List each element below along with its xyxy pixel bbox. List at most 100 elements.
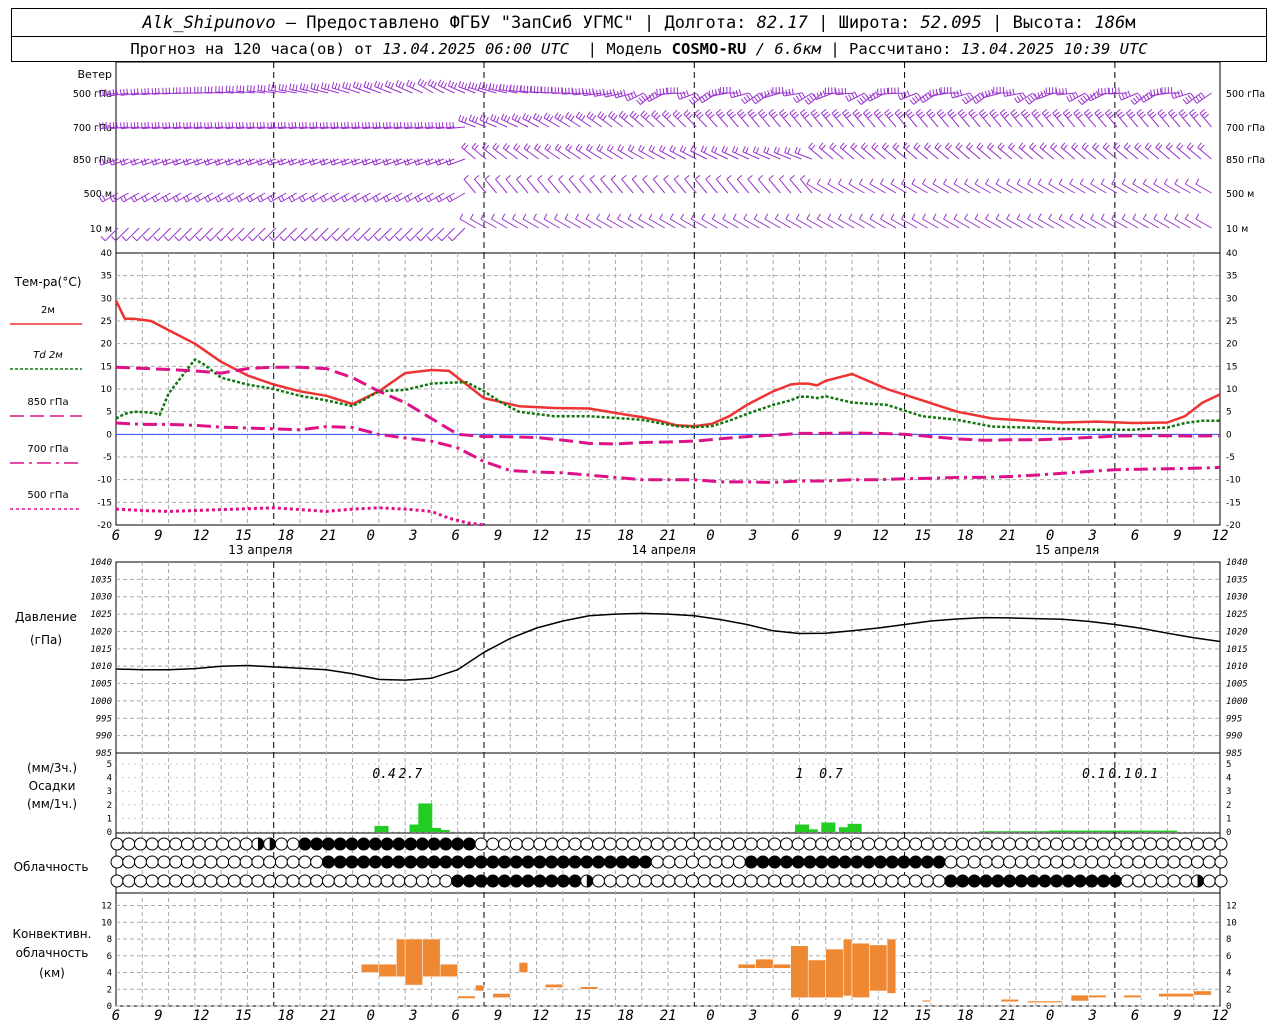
cloud-symbol bbox=[697, 837, 711, 851]
cloud-symbol bbox=[568, 874, 582, 888]
precip-bar bbox=[1031, 831, 1046, 832]
wind-barb-feather bbox=[174, 236, 180, 242]
wind-barb-feather bbox=[424, 159, 428, 166]
wind-barb-feather bbox=[1197, 142, 1202, 148]
wind-barb-feather bbox=[354, 194, 358, 201]
wind-barb-shaft bbox=[1111, 183, 1128, 194]
wind-barb-feather bbox=[884, 144, 889, 150]
cloud-symbol bbox=[721, 855, 735, 869]
wind-barb-feather bbox=[433, 82, 437, 88]
wind-barb-feather bbox=[172, 122, 175, 129]
wind-barb-feather bbox=[676, 93, 680, 100]
wind-barb-feather bbox=[246, 196, 251, 203]
wind-barb-feather bbox=[298, 122, 301, 129]
precip-bar bbox=[1110, 830, 1125, 832]
pressure-axis-tick-right: 985 bbox=[1226, 749, 1242, 759]
wind-barb-feather bbox=[509, 84, 512, 91]
time-tick-label: 0 bbox=[706, 1008, 714, 1024]
wind-barb-feather bbox=[1054, 111, 1060, 117]
wind-barb-shaft bbox=[672, 113, 687, 128]
wind-barb-shaft bbox=[762, 92, 781, 99]
wind-barb-feather bbox=[151, 196, 156, 203]
wind-barb-feather bbox=[535, 114, 540, 121]
wind-barb-feather bbox=[662, 88, 665, 95]
wind-barb-feather bbox=[844, 111, 850, 117]
wind-barb-shaft bbox=[757, 112, 771, 128]
wind-barb-feather bbox=[147, 88, 150, 95]
wind-barb-feather bbox=[153, 236, 159, 242]
time-tick-label: 18 bbox=[957, 528, 974, 544]
cloud-symbol bbox=[744, 837, 758, 851]
wind-barb-feather bbox=[205, 236, 211, 242]
precip-axis-tick: 4 bbox=[107, 774, 112, 784]
cloud-symbol bbox=[991, 837, 1005, 851]
wind-barb-shaft bbox=[300, 88, 318, 94]
conv-cloud-bar bbox=[737, 963, 756, 969]
wind-barb-feather bbox=[122, 194, 127, 201]
wind-barb-feather bbox=[1058, 213, 1063, 220]
time-tick-label: 15 bbox=[575, 1008, 592, 1024]
wind-barb-feather bbox=[522, 113, 526, 119]
wind-barb-feather bbox=[1079, 178, 1084, 185]
wind-barb-shaft bbox=[231, 227, 245, 242]
wind-barb-feather bbox=[731, 145, 736, 152]
wind-barb-feather bbox=[1016, 95, 1021, 102]
wind-barb-feather bbox=[902, 142, 908, 148]
wind-barb-shaft bbox=[1136, 112, 1149, 128]
wind-barb-shaft bbox=[652, 178, 666, 194]
wind-barb-feather bbox=[511, 113, 516, 120]
wind-barb-feather bbox=[621, 112, 626, 119]
wind-barb-feather bbox=[589, 174, 596, 180]
cloud-symbol bbox=[1120, 874, 1134, 888]
wind-barb-feather bbox=[1130, 99, 1135, 105]
precip-amount-label: 0.1 bbox=[1082, 767, 1105, 782]
wind-barb-feather bbox=[557, 113, 562, 120]
wind-barb-feather bbox=[682, 146, 687, 153]
time-tick-label: 21 bbox=[660, 1008, 677, 1024]
wind-barb-feather bbox=[620, 90, 623, 97]
wind-barb-feather bbox=[141, 88, 143, 95]
temp-axis-tick: 0 bbox=[106, 430, 112, 440]
wind-barb-feather bbox=[195, 236, 201, 242]
time-tick-label: 18 bbox=[957, 1008, 974, 1024]
wind-barb-feather bbox=[310, 236, 316, 242]
wind-barb-feather bbox=[492, 83, 495, 90]
cloud-symbol bbox=[357, 855, 371, 869]
precip-unit-1h: (мм/1ч.) bbox=[27, 797, 77, 811]
cloud-symbol bbox=[1132, 874, 1146, 888]
wind-barb-feather bbox=[1201, 111, 1207, 117]
wind-barb-shaft bbox=[512, 218, 529, 229]
wind-barb-feather bbox=[951, 113, 957, 119]
wind-barb-feather bbox=[478, 82, 482, 89]
wind-barb-feather bbox=[835, 113, 841, 119]
cloud-symbol bbox=[556, 837, 570, 851]
wind-barb-feather bbox=[947, 144, 953, 150]
wind-barb-feather bbox=[632, 112, 637, 118]
wind-barb-shaft bbox=[522, 218, 539, 229]
cloud-symbol bbox=[967, 855, 981, 869]
cloud-symbol bbox=[639, 855, 653, 869]
wind-barb-feather bbox=[578, 113, 583, 120]
wind-barb-feather bbox=[354, 122, 357, 129]
cloud-title: Облачность bbox=[14, 860, 89, 874]
conv-axis-tick-right: 2 bbox=[1226, 985, 1231, 995]
cloud-symbol bbox=[216, 874, 230, 888]
cloud-symbol bbox=[838, 837, 852, 851]
wind-barb-feather bbox=[401, 82, 405, 89]
wind-barb-feather bbox=[789, 174, 795, 180]
wind-barb-shaft bbox=[1157, 112, 1170, 128]
wind-barb-feather bbox=[985, 178, 990, 185]
wind-barb-shaft bbox=[247, 126, 266, 130]
wind-barb-feather bbox=[1065, 87, 1068, 94]
wind-barb-feather bbox=[789, 108, 795, 114]
wind-barb-feather bbox=[1021, 144, 1026, 150]
wind-barb-feather bbox=[909, 113, 915, 119]
cloud-symbol bbox=[838, 874, 852, 888]
wind-barb-feather bbox=[461, 82, 465, 89]
cloud-symbol bbox=[1026, 874, 1040, 888]
wind-barb-feather bbox=[468, 81, 472, 88]
wind-barb-feather bbox=[928, 111, 934, 117]
wind-barb-feather bbox=[196, 158, 200, 165]
wind-barb-shaft bbox=[537, 178, 550, 194]
cloud-symbol bbox=[1155, 874, 1169, 888]
